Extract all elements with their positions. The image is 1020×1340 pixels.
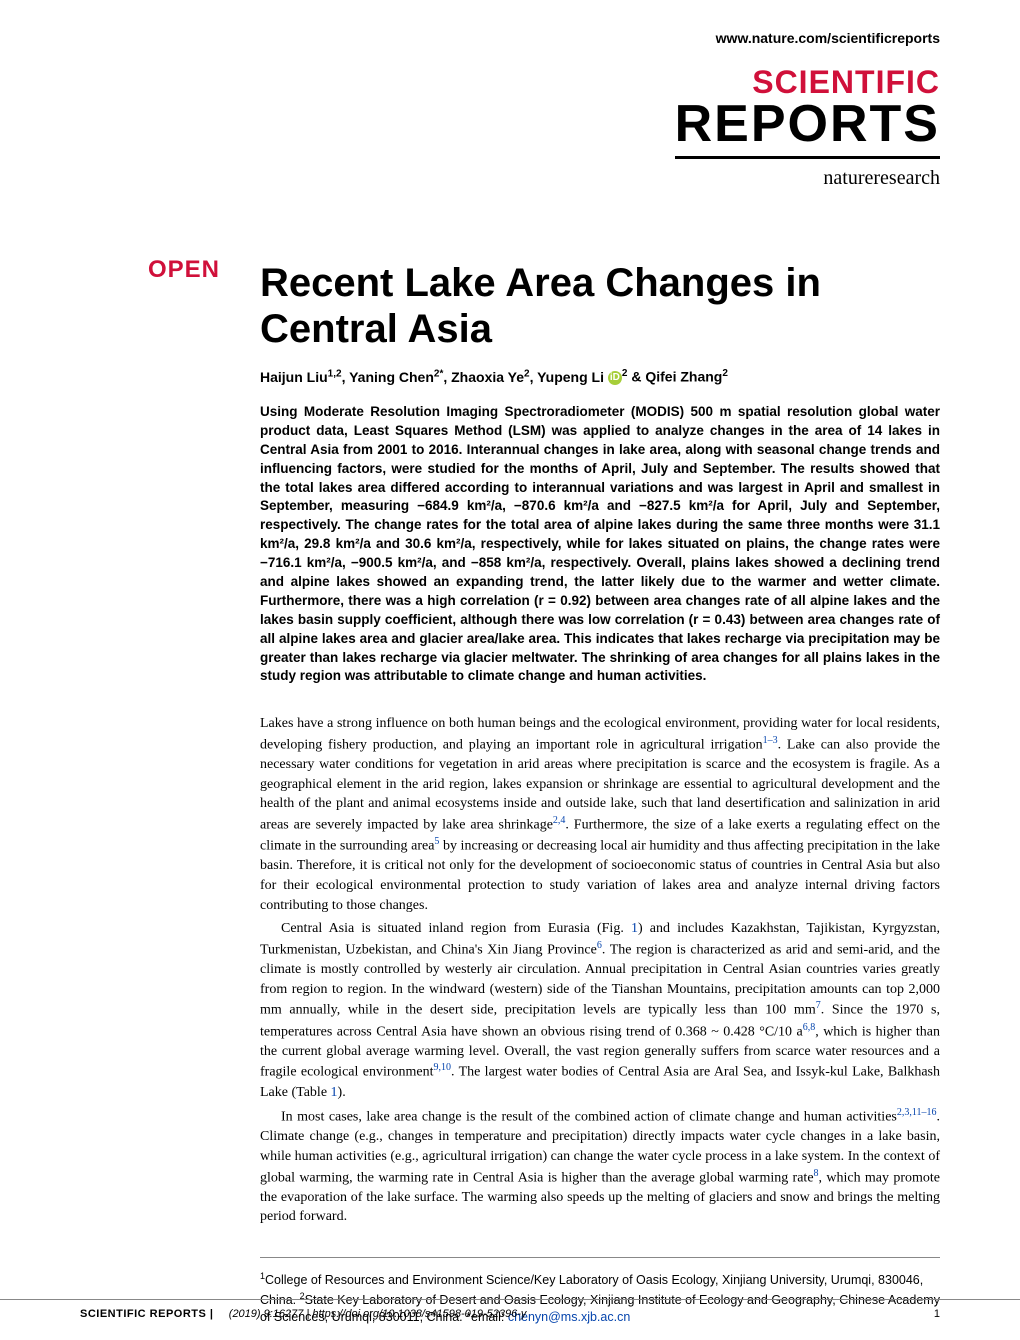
abstract: Using Moderate Resolution Imaging Spectr… [260,403,940,686]
author-list: Haijun Liu1,2, Yaning Chen2*, Zhaoxia Ye… [260,368,940,385]
footer-page-number: 1 [934,1308,940,1320]
logo-line-scientific: SCIENTIFIC [80,66,940,98]
article-title: Recent Lake Area Changes in Central Asia [260,260,940,352]
footer-citation: (2019) 9:16277 | https://doi.org/10.1038… [217,1308,527,1320]
citation-link[interactable]: 2,3,11–16 [897,1107,937,1118]
journal-logo: SCIENTIFIC REPORTS natureresearch [0,66,1020,200]
footer-journal: SCIENTIFIC REPORTS | [80,1308,213,1320]
authors-tail: & Qifei Zhang [631,369,722,385]
citation-link[interactable]: 1–3 [763,735,778,746]
logo-natureresearch: natureresearch [80,167,940,190]
body-paragraph-2: Central Asia is situated inland region f… [260,919,940,1102]
figure-link[interactable]: 1 [631,921,638,936]
citation-link[interactable]: 9,10 [434,1062,452,1073]
orcid-icon: iD [608,371,622,385]
authors-part1: Haijun Liu1,2, Yaning Chen2*, Zhaoxia Ye… [260,369,604,385]
table-link[interactable]: 1 [331,1085,338,1100]
citation-link[interactable]: 6,8 [803,1022,816,1033]
site-header: www.nature.com/scientificreports [0,0,1020,66]
author-sup-orcid: 2 [622,368,628,379]
citation-link[interactable]: 2,4 [553,815,566,826]
logo-line-reports: REPORTS [675,98,940,159]
body-paragraph-1: Lakes have a strong influence on both hu… [260,714,940,915]
open-access-badge: OPEN [148,256,220,284]
article-body: Recent Lake Area Changes in Central Asia… [0,260,1020,1327]
body-paragraph-3: In most cases, lake area change is the r… [260,1106,940,1227]
page-footer: SCIENTIFIC REPORTS | (2019) 9:16277 | ht… [0,1299,1020,1320]
site-url: www.nature.com/scientificreports [716,30,940,46]
author-sup-tail: 2 [722,368,728,379]
